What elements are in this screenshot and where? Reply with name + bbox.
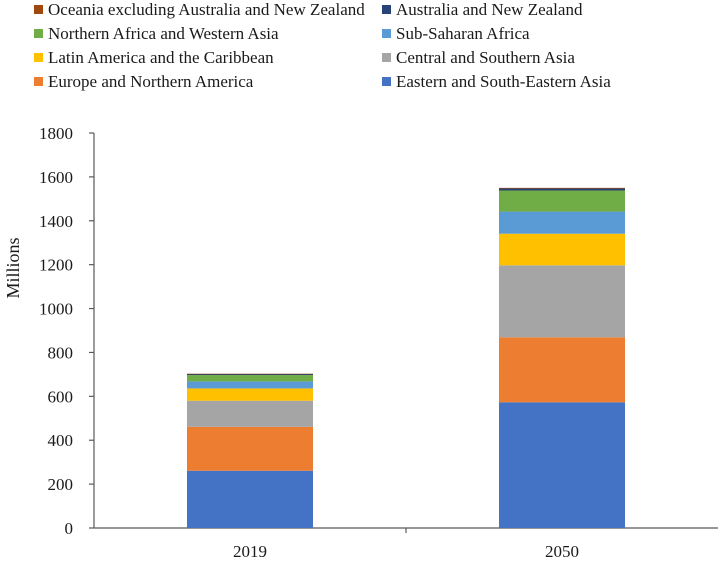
legend-label-northern-africa-and-western-asia: Northern Africa and Western Asia <box>48 24 279 43</box>
bar-segment-australia-and-new-zealand-2050 <box>499 188 625 191</box>
legend-label-australia-and-new-zealand: Australia and New Zealand <box>396 0 583 19</box>
y-axis-title: Millions <box>3 237 23 298</box>
legend-label-europe-and-northern-america: Europe and Northern America <box>48 72 254 91</box>
bar-segment-oceania-excluding-australia-and-new-zealand-2050 <box>499 187 625 189</box>
y-tick-label: 0 <box>65 519 74 538</box>
x-tick-label: 2050 <box>545 542 579 561</box>
legend-swatch-sub-saharan-africa <box>382 29 391 38</box>
legend-label-eastern-and-south-eastern-asia: Eastern and South-Eastern Asia <box>396 72 611 91</box>
legend-swatch-oceania-excluding-australia-and-new-zealand <box>34 5 43 14</box>
bar-segment-eastern-and-south-eastern-asia-2019 <box>187 470 313 528</box>
bar-segment-sub-saharan-africa-2050 <box>499 211 625 234</box>
bar-segment-europe-and-northern-america-2050 <box>499 337 625 403</box>
bar-segment-central-and-southern-asia-2019 <box>187 400 313 427</box>
legend-swatch-northern-africa-and-western-asia <box>34 29 43 38</box>
legend: Oceania excluding Australia and New Zeal… <box>34 0 611 91</box>
legend-label-oceania-excluding-australia-and-new-zealand: Oceania excluding Australia and New Zeal… <box>48 0 365 19</box>
bar-segment-sub-saharan-africa-2019 <box>187 381 313 389</box>
bar-segment-northern-africa-and-western-asia-2019 <box>187 375 313 382</box>
bar-segment-latin-america-and-the-caribbean-2019 <box>187 388 313 401</box>
bars <box>187 187 625 528</box>
legend-label-sub-saharan-africa: Sub-Saharan Africa <box>396 24 530 43</box>
y-tick-label: 1800 <box>39 124 73 143</box>
x-tick-label: 2019 <box>233 542 267 561</box>
legend-swatch-australia-and-new-zealand <box>382 5 391 14</box>
y-tick-label: 200 <box>48 475 74 494</box>
legend-swatch-latin-america-and-the-caribbean <box>34 53 43 62</box>
x-axis: 2019 2050 <box>94 527 718 561</box>
bar-segment-eastern-and-south-eastern-asia-2050 <box>499 402 625 528</box>
y-tick-label: 1200 <box>39 256 73 275</box>
legend-swatch-europe-and-northern-america <box>34 77 43 86</box>
bar-segment-australia-and-new-zealand-2019 <box>187 373 313 376</box>
y-axis: 0 200 400 600 800 1000 1200 1400 1600 1800 <box>39 124 95 538</box>
bar-segment-central-and-southern-asia-2050 <box>499 265 625 338</box>
y-tick-label: 600 <box>48 387 74 406</box>
bar-segment-europe-and-northern-america-2019 <box>187 426 313 471</box>
legend-swatch-eastern-and-south-eastern-asia <box>382 77 391 86</box>
legend-swatch-central-and-southern-asia <box>382 53 391 62</box>
y-tick-label: 400 <box>48 431 74 450</box>
y-tick-label: 1400 <box>39 212 73 231</box>
bar-segment-latin-america-and-the-caribbean-2050 <box>499 233 625 266</box>
y-tick-label: 1000 <box>39 300 73 319</box>
bar-segment-northern-africa-and-western-asia-2050 <box>499 190 625 212</box>
y-tick-label: 800 <box>48 343 74 362</box>
legend-label-central-and-southern-asia: Central and Southern Asia <box>396 48 575 67</box>
legend-label-latin-america-and-the-caribbean: Latin America and the Caribbean <box>48 48 274 67</box>
bar-segment-oceania-excluding-australia-and-new-zealand-2019 <box>187 373 313 375</box>
y-tick-label: 1600 <box>39 168 73 187</box>
